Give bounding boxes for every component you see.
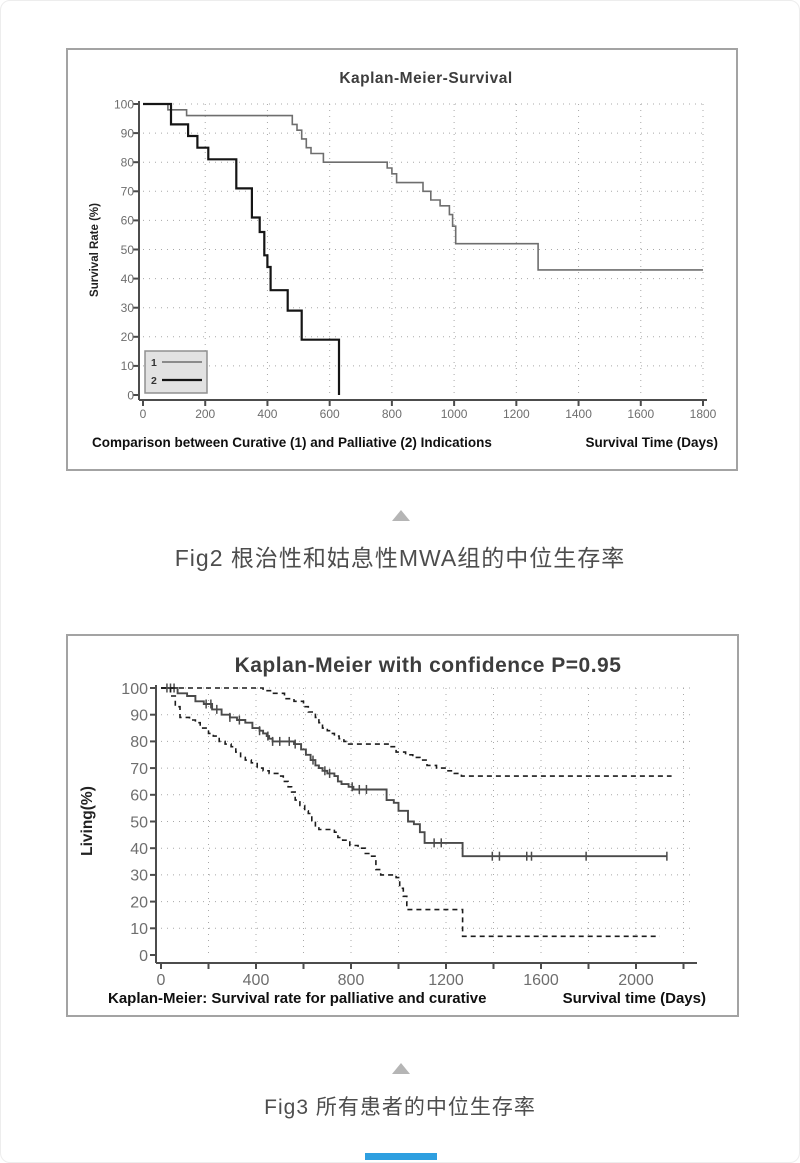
chart-footnote: Comparison between Curative (1) and Pall…	[92, 435, 492, 450]
svg-text:0: 0	[140, 407, 147, 421]
axes	[150, 685, 697, 969]
chart-title: Kaplan-Meier with confidence P=0.95	[235, 654, 622, 677]
series-2	[143, 102, 341, 395]
svg-text:0: 0	[139, 948, 148, 965]
svg-text:400: 400	[243, 972, 270, 989]
series-upper_ci	[161, 687, 672, 777]
svg-text:1800: 1800	[690, 407, 717, 421]
svg-text:30: 30	[121, 301, 135, 315]
x-axis-label: Survival Time (Days)	[585, 435, 718, 450]
svg-text:20: 20	[130, 894, 148, 911]
bottom-accent-bar	[365, 1153, 437, 1160]
svg-text:2000: 2000	[618, 972, 654, 989]
svg-text:30: 30	[130, 868, 148, 885]
svg-text:0: 0	[127, 388, 134, 402]
svg-text:1600: 1600	[627, 407, 654, 421]
tick-labels: 0 400 800 1200 1600 2000 0 10 20 30 40 50 60 70 80 90 10…	[121, 681, 654, 989]
chart-footnote: Kaplan-Meier: Survival rate for palliati…	[108, 990, 486, 1007]
svg-text:80: 80	[130, 734, 148, 751]
svg-text:80: 80	[121, 156, 135, 170]
svg-text:60: 60	[130, 788, 148, 805]
tick-labels: 0 200 400 600 800 1000 1200 1400 1600 1800 0 10 20 30…	[114, 97, 717, 421]
svg-text:90: 90	[130, 707, 148, 724]
svg-text:40: 40	[121, 272, 135, 286]
svg-text:1000: 1000	[441, 407, 468, 421]
svg-text:1400: 1400	[565, 407, 592, 421]
svg-text:0: 0	[157, 972, 166, 989]
y-axis-label: Survival Rate (%)	[89, 203, 101, 297]
kaplan-meier-confidence-chart: 0 400 800 1200 1600 2000 0 10 20 30 40 50 60 70 80 90 10…	[79, 654, 706, 1007]
svg-text:800: 800	[382, 407, 402, 421]
svg-text:10: 10	[121, 359, 135, 373]
svg-text:20: 20	[121, 330, 135, 344]
series-lower_ci	[161, 687, 660, 938]
svg-text:50: 50	[121, 243, 135, 257]
fig2-caption: Fig2 根治性和姑息性MWA组的中位生存率	[174, 545, 626, 571]
svg-text:70: 70	[121, 185, 135, 199]
grid	[161, 687, 693, 955]
svg-text:1: 1	[151, 357, 157, 369]
svg-text:800: 800	[338, 972, 365, 989]
series-estimate	[161, 683, 668, 861]
chart-title: Kaplan-Meier-Survival	[339, 70, 512, 87]
grid	[143, 103, 704, 395]
svg-text:100: 100	[121, 681, 148, 698]
svg-text:70: 70	[130, 761, 148, 778]
legend: 12	[144, 350, 208, 394]
collapse-arrow-icon[interactable]	[392, 510, 410, 521]
svg-text:40: 40	[130, 841, 148, 858]
svg-text:90: 90	[121, 126, 135, 140]
svg-text:1200: 1200	[428, 972, 464, 989]
x-axis-label: Survival time (Days)	[563, 990, 706, 1007]
y-axis-label: Living(%)	[79, 786, 96, 856]
svg-text:1600: 1600	[523, 972, 559, 989]
svg-text:1200: 1200	[503, 407, 530, 421]
fig3-caption: Fig3 所有患者的中位生存率	[264, 1096, 536, 1119]
svg-text:400: 400	[257, 407, 277, 421]
svg-text:10: 10	[130, 921, 148, 938]
svg-text:50: 50	[130, 814, 148, 831]
fig2-chart-panel: 0 200 400 600 800 1000 1200 1400 1600 1800 0 10 20 30…	[66, 48, 738, 471]
svg-text:2: 2	[151, 375, 157, 387]
kaplan-meier-survival-chart: 0 200 400 600 800 1000 1200 1400 1600 1800 0 10 20 30…	[89, 70, 718, 450]
collapse-arrow-icon[interactable]	[392, 1063, 410, 1074]
svg-text:600: 600	[320, 407, 340, 421]
fig3-chart-panel: 0 400 800 1200 1600 2000 0 10 20 30 40 50 60 70 80 90 10…	[66, 634, 739, 1017]
series-1	[143, 103, 703, 271]
svg-text:60: 60	[121, 214, 135, 228]
axes	[133, 101, 707, 406]
svg-text:200: 200	[195, 407, 215, 421]
svg-text:100: 100	[114, 97, 134, 111]
